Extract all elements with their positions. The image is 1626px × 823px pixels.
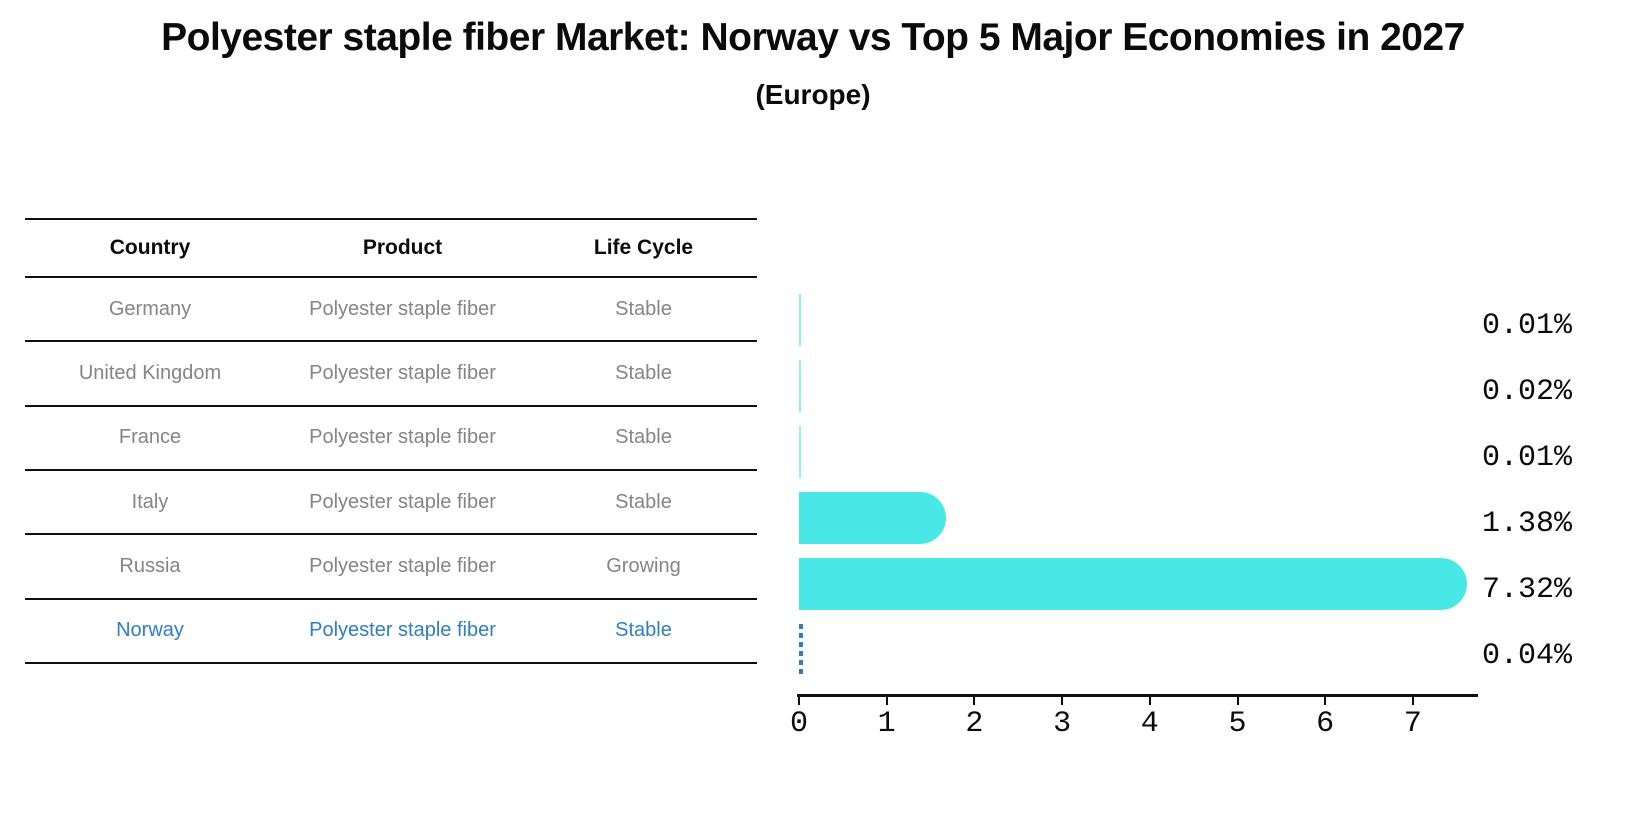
table-cell-life_cycle: Stable (615, 361, 672, 384)
x-axis-tick-label: 1 (877, 707, 896, 741)
chart-subtitle: (Europe) (755, 79, 871, 110)
x-axis-tick (1324, 696, 1327, 705)
bar-russia (799, 558, 1467, 610)
table-header-country: Country (109, 236, 191, 259)
table-row: United Kingdom Polyester staple fiber Stab… (25, 342, 757, 407)
x-axis-tick (1061, 696, 1064, 705)
table-cell-life_cycle: Stable (615, 619, 672, 642)
bar-norway-dashed (799, 624, 803, 676)
x-axis-tick-label: 0 (789, 707, 808, 741)
table-cell-country: Norway (116, 619, 184, 642)
x-axis-tick-label: 6 (1316, 707, 1335, 741)
x-axis-tick-label: 2 (965, 707, 984, 741)
table-cell-country: Italy (131, 490, 169, 513)
x-axis-tick-label: 3 (1053, 707, 1072, 741)
table-row: Italy Polyester staple fiber Stable (25, 471, 757, 536)
table-row: Norway Polyester staple fiber Stable (25, 600, 757, 664)
chart-title: Polyester staple fiber Market: Norway vs… (161, 16, 1465, 59)
table-row: France Polyester staple fiber Stable (25, 407, 757, 471)
table-cell-country: France (118, 426, 182, 449)
country-table: Country Product Life Cycle Germany Polyes… (25, 218, 757, 664)
table-cell-product: Polyester staple fiber (309, 619, 496, 642)
x-axis-tick (1236, 696, 1239, 705)
bar-united-kingdom (799, 360, 801, 412)
x-axis-tick-label: 7 (1403, 707, 1422, 741)
bar-france (799, 426, 801, 478)
value-label: 7.32% (1482, 573, 1573, 607)
table-cell-country: Russia (119, 554, 181, 577)
table-row: Germany Polyester staple fiber Stable (25, 278, 757, 343)
table-header-product: Product (362, 236, 443, 259)
table-row: Russia Polyester staple fiber Growing (25, 535, 757, 600)
value-label: 0.01% (1482, 441, 1573, 475)
bar-germany (799, 294, 801, 346)
table-cell-product: Polyester staple fiber (309, 554, 496, 577)
value-label: 0.02% (1482, 375, 1573, 409)
x-axis-tick (798, 696, 800, 705)
table-cell-life_cycle: Stable (615, 426, 672, 449)
x-axis-tick (1148, 696, 1151, 705)
bar-italy (799, 492, 947, 544)
x-axis-tick (1411, 696, 1414, 705)
table-header-row: Country Product Life Cycle (25, 218, 757, 278)
table-cell-product: Polyester staple fiber (309, 490, 496, 513)
x-axis-line (797, 694, 1478, 697)
table-cell-product: Polyester staple fiber (309, 297, 496, 320)
table-cell-product: Polyester staple fiber (309, 361, 496, 384)
value-label: 0.01% (1482, 309, 1573, 343)
x-axis-tick-label: 4 (1140, 707, 1159, 741)
x-axis-tick (885, 696, 888, 705)
table-cell-country: United Kingdom (78, 361, 222, 384)
value-label: 1.38% (1482, 507, 1573, 541)
table-cell-life_cycle: Stable (615, 490, 672, 513)
table-cell-country: Germany (108, 297, 192, 320)
x-axis-tick-label: 5 (1228, 707, 1247, 741)
table-header-lifecycle: Life Cycle (593, 236, 694, 259)
table-cell-life_cycle: Growing (606, 554, 681, 577)
table-cell-product: Polyester staple fiber (309, 426, 496, 449)
x-axis-tick (973, 696, 976, 705)
value-label: 0.04% (1482, 639, 1573, 673)
table-cell-life_cycle: Stable (615, 297, 672, 320)
table-body: Germany Polyester staple fiber Stable Unite… (25, 278, 757, 664)
